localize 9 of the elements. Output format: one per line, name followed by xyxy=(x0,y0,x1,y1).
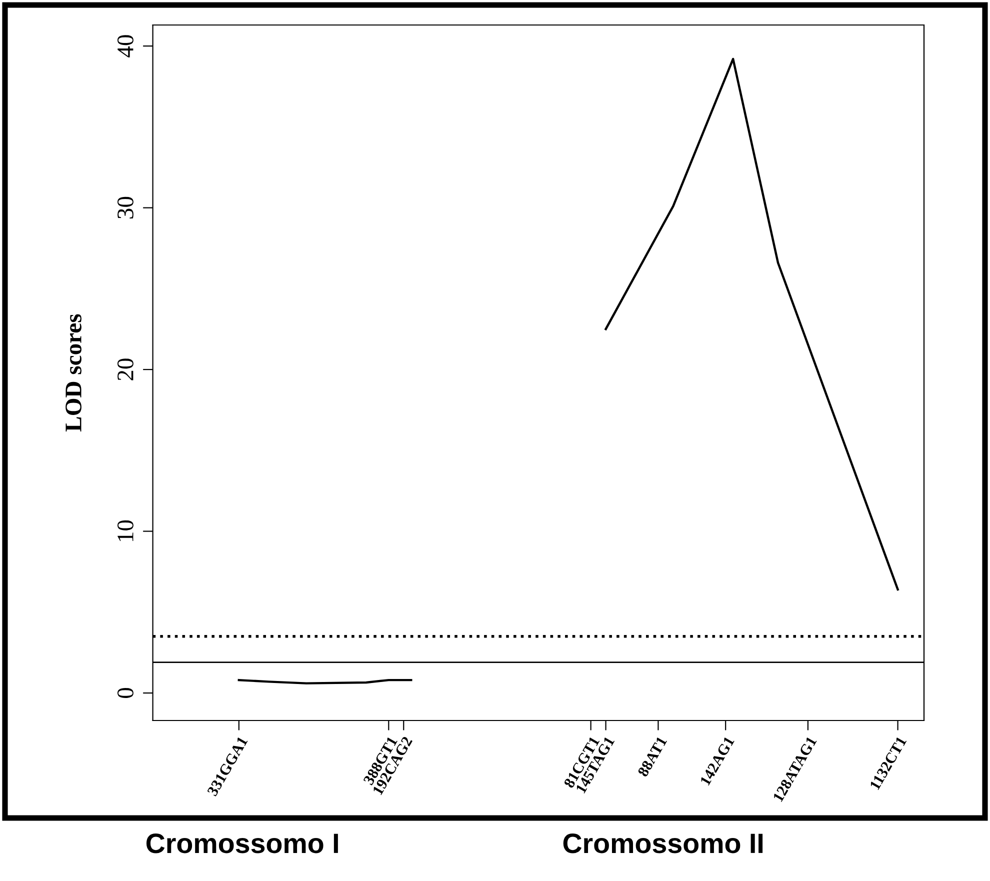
y-tick-label: 40 xyxy=(117,35,134,58)
text: Cromossomo I xyxy=(146,834,338,854)
line-series xyxy=(604,58,899,591)
y-tick-label: 10 xyxy=(117,520,134,541)
y-tick-label: 20 xyxy=(117,358,134,380)
text: Cromossomo II xyxy=(563,834,763,854)
y-axis-title: LOD scores xyxy=(66,314,82,432)
y-tick-label: 30 xyxy=(117,196,134,218)
y-tick-label: 0 xyxy=(117,688,134,698)
